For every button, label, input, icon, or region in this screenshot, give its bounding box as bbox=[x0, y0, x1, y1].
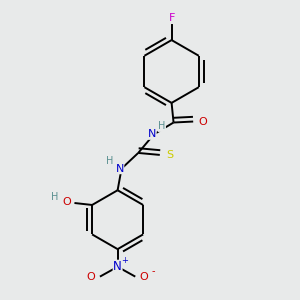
Text: -: - bbox=[151, 266, 155, 276]
Text: O: O bbox=[199, 116, 207, 127]
Text: S: S bbox=[166, 150, 173, 160]
Text: N: N bbox=[113, 260, 122, 273]
Text: O: O bbox=[87, 272, 95, 282]
Text: H: H bbox=[51, 192, 59, 202]
Text: F: F bbox=[168, 14, 175, 23]
Text: N: N bbox=[116, 164, 124, 174]
Text: O: O bbox=[140, 272, 148, 282]
Text: +: + bbox=[121, 256, 128, 266]
Text: O: O bbox=[62, 197, 71, 207]
Text: H: H bbox=[158, 122, 166, 131]
Text: N: N bbox=[148, 129, 156, 139]
Text: H: H bbox=[106, 156, 113, 166]
